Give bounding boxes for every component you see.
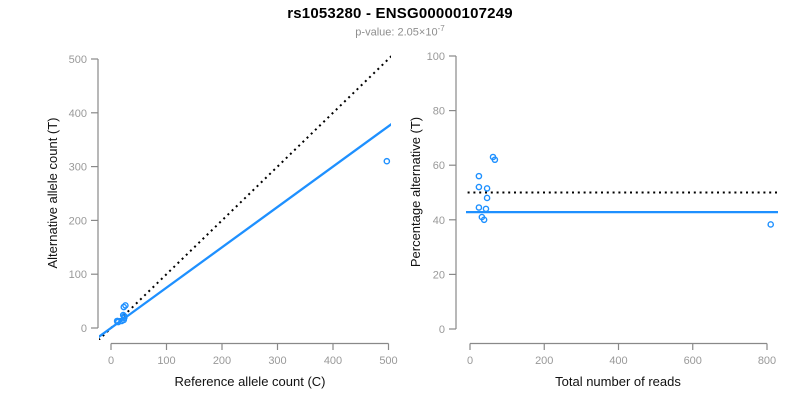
- data-point: [480, 216, 488, 224]
- y-tick-label: 0: [439, 324, 445, 336]
- data-point: [120, 303, 128, 311]
- data-point: [491, 156, 499, 164]
- left-plot: 0 100 200 300 400 500 0 100 200 300 400 500 Referenc…: [45, 54, 398, 389]
- x-axis-title: Total number of reads: [555, 374, 681, 389]
- data-point: [114, 318, 122, 326]
- x-tick-label: 200: [213, 355, 231, 367]
- x-tick-label: 100: [157, 355, 175, 367]
- y-tick-label: 300: [69, 162, 87, 174]
- y-tick-label: 200: [69, 215, 87, 227]
- data-point: [483, 194, 491, 202]
- fit-line: [99, 123, 391, 339]
- data-point: [475, 172, 483, 180]
- data-point: [767, 221, 775, 228]
- pvalue-exponent: -7: [437, 24, 445, 33]
- x-tick-label: 800: [758, 355, 776, 367]
- y-axis-title: Percentage alternative (T): [408, 117, 423, 267]
- x-tick-label: 500: [379, 355, 397, 367]
- data-points: [475, 153, 775, 228]
- figure-subtitle: p-value: 2.05×10-7: [0, 24, 800, 39]
- y-tick-label: 500: [69, 54, 87, 66]
- x-axis-title: Reference allele count (C): [174, 374, 325, 389]
- data-point: [475, 204, 483, 211]
- x-tick-label: 200: [535, 355, 553, 367]
- pvalue-text: p-value: 2.05×10: [355, 26, 438, 39]
- y-tick-label: 0: [81, 323, 87, 335]
- y-tick-label: 80: [433, 106, 445, 118]
- y-tick-label: 60: [433, 160, 445, 172]
- x-tick-label: 0: [467, 355, 473, 367]
- y-tick-label: 20: [433, 269, 445, 281]
- data-point: [475, 183, 483, 191]
- data-point: [383, 157, 391, 165]
- x-tick-label: 400: [609, 355, 627, 367]
- x-tick-label: 0: [108, 355, 114, 367]
- data-point: [482, 205, 490, 213]
- y-axis-title: Alternative allele count (T): [45, 117, 60, 268]
- y-tick-label: 100: [427, 51, 445, 63]
- data-point: [120, 316, 128, 324]
- data-point: [122, 302, 129, 309]
- data-point: [483, 185, 491, 192]
- data-points: [113, 157, 391, 326]
- x-tick-label: 600: [684, 355, 702, 367]
- y-tick-label: 40: [433, 215, 445, 227]
- x-tick-label: 400: [324, 355, 342, 367]
- y-tick-label: 100: [69, 269, 87, 281]
- identity-line: [99, 55, 391, 340]
- y-tick-label: 400: [69, 108, 87, 120]
- figure-title: rs1053280 - ENSG00000107249: [287, 5, 513, 22]
- right-plot: 0 20 40 60 80 100 0 200 400 600 800 Total number of…: [408, 51, 778, 389]
- x-tick-label: 300: [268, 355, 286, 367]
